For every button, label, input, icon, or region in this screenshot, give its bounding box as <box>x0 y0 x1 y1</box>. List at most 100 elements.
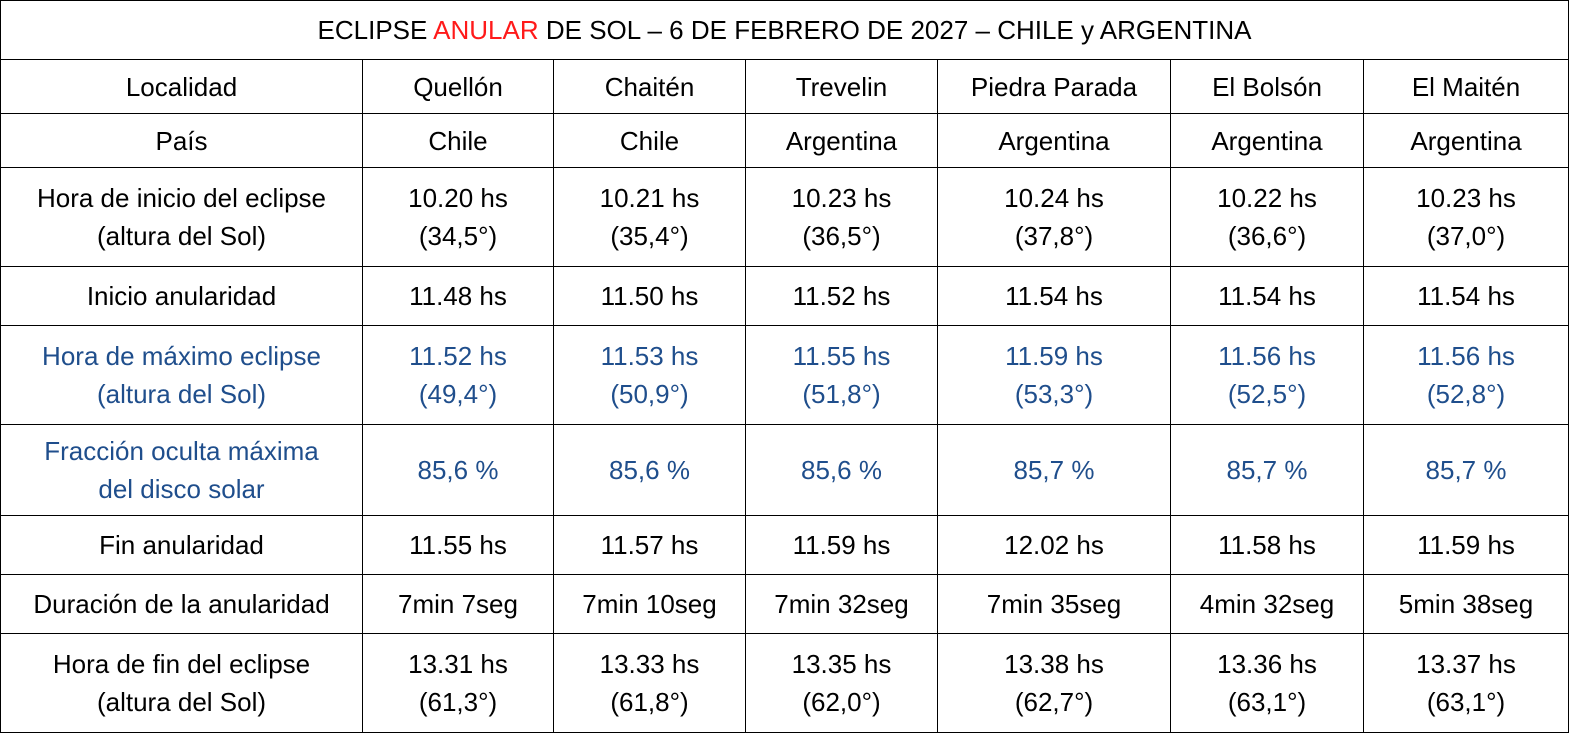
table-cell: 13.31 hs (61,3°) <box>362 633 554 733</box>
row-label-line: Fracción oculta máxima <box>44 436 319 466</box>
table-cell: 10.23 hs (37,0°) <box>1362 167 1570 267</box>
cell-time: 13.31 hs <box>408 649 508 679</box>
column-header-trevelin: Trevelin <box>745 59 938 114</box>
table-cell: 10.24 hs (37,8°) <box>937 167 1171 267</box>
cell-time: 13.37 hs <box>1416 649 1516 679</box>
table-cell: 13.35 hs (62,0°) <box>745 633 938 733</box>
row-label-line: (altura del Sol) <box>96 221 267 251</box>
row-label-pais: País <box>0 113 363 168</box>
table-cell: 11.55 hs <box>362 515 554 575</box>
row-fraccion-oculta: Fracción oculta máxima del disco solar 85… <box>0 424 1570 516</box>
cell-altitude: (51,8°) <box>802 379 881 409</box>
table-cell: 85,6 % <box>362 424 554 516</box>
table-cell: 10.21 hs (35,4°) <box>553 167 746 267</box>
row-label-inicio-anularidad: Inicio anularidad <box>0 266 363 326</box>
table-cell: Argentina <box>745 113 938 168</box>
cell-time: 11.56 hs <box>1417 341 1515 371</box>
cell-altitude: (50,9°) <box>610 379 689 409</box>
table-cell: 12.02 hs <box>937 515 1171 575</box>
header-label: Localidad <box>0 59 363 114</box>
table-cell: 13.38 hs (62,7°) <box>937 633 1171 733</box>
cell-time: 10.22 hs <box>1217 183 1317 213</box>
cell-time: 11.52 hs <box>409 341 507 371</box>
table-title: ECLIPSE ANULAR DE SOL – 6 DE FEBRERO DE … <box>0 0 1570 60</box>
cell-time: 11.56 hs <box>1218 341 1316 371</box>
cell-altitude: (37,8°) <box>1014 221 1094 251</box>
header-row: Localidad Quellón Chaitén Trevelin Piedr… <box>0 59 1570 114</box>
cell-altitude: (63,1°) <box>1227 687 1307 717</box>
row-label-line: del disco solar <box>98 474 265 504</box>
title-part-2: DE SOL – 6 DE FEBRERO DE 2027 – CHILE y … <box>538 15 1252 45</box>
row-duracion-anularidad: Duración de la anularidad 7min 7seg 7min… <box>0 574 1570 634</box>
row-label-line: Hora de fin del eclipse <box>52 649 311 679</box>
cell-time: 10.23 hs <box>1416 183 1516 213</box>
table-cell: 11.57 hs <box>553 515 746 575</box>
row-label-fraccion-oculta: Fracción oculta máxima del disco solar <box>0 424 363 516</box>
row-label-fin-eclipse: Hora de fin del eclipse (altura del Sol) <box>0 633 363 733</box>
column-header-quellon: Quellón <box>362 59 554 114</box>
cell-altitude: (36,5°) <box>802 221 881 251</box>
table-cell: 7min 10seg <box>553 574 746 634</box>
cell-altitude: (34,5°) <box>418 221 498 251</box>
row-label-maximo-eclipse: Hora de máximo eclipse (altura del Sol) <box>0 325 363 425</box>
cell-time: 13.33 hs <box>599 649 700 679</box>
table-cell: 85,6 % <box>553 424 746 516</box>
table-cell: 11.54 hs <box>937 266 1171 326</box>
row-label-inicio-eclipse: Hora de inicio del eclipse (altura del So… <box>0 167 363 267</box>
cell-altitude: (52,8°) <box>1426 379 1506 409</box>
title-highlight: ANULAR <box>433 15 539 45</box>
table-cell: 10.22 hs (36,6°) <box>1170 167 1364 267</box>
table-cell: Argentina <box>1362 113 1570 168</box>
table-cell: 11.55 hs (51,8°) <box>745 325 938 425</box>
table-cell: 7min 7seg <box>362 574 554 634</box>
table-cell: 7min 32seg <box>745 574 938 634</box>
table-cell: 85,6 % <box>745 424 938 516</box>
table-cell: 11.52 hs <box>745 266 938 326</box>
table-cell: 13.37 hs (63,1°) <box>1362 633 1570 733</box>
cell-altitude: (49,4°) <box>418 379 498 409</box>
row-fin-anularidad: Fin anularidad 11.55 hs 11.57 hs 11.59 h… <box>0 515 1570 575</box>
cell-altitude: (62,0°) <box>802 687 881 717</box>
cell-altitude: (37,0°) <box>1426 221 1506 251</box>
column-header-piedra-parada: Piedra Parada <box>937 59 1171 114</box>
table-cell: Chile <box>553 113 746 168</box>
row-label-line: Hora de máximo eclipse <box>42 341 321 371</box>
cell-time: 11.55 hs <box>792 341 891 371</box>
cell-altitude: (63,1°) <box>1426 687 1506 717</box>
cell-time: 10.21 hs <box>599 183 700 213</box>
title-part-1: ECLIPSE <box>317 15 434 45</box>
table-cell: 11.59 hs (53,3°) <box>937 325 1171 425</box>
table-cell: 11.58 hs <box>1170 515 1364 575</box>
cell-altitude: (35,4°) <box>610 221 689 251</box>
column-header-el-bolson: El Bolsón <box>1170 59 1364 114</box>
row-label-line: (altura del Sol) <box>96 687 267 717</box>
table-cell: 11.59 hs <box>1362 515 1570 575</box>
row-label-line: (altura del Sol) <box>96 379 267 409</box>
cell-time: 13.38 hs <box>1004 649 1104 679</box>
column-header-el-maiten: El Maitén <box>1362 59 1570 114</box>
table-cell: Chile <box>362 113 554 168</box>
row-label-fin-anularidad: Fin anularidad <box>0 515 363 575</box>
table-cell: 4min 32seg <box>1170 574 1364 634</box>
cell-altitude: (36,6°) <box>1227 221 1307 251</box>
table-cell: 13.33 hs (61,8°) <box>553 633 746 733</box>
table-cell: 10.20 hs (34,5°) <box>362 167 554 267</box>
cell-altitude: (62,7°) <box>1014 687 1094 717</box>
table-cell: 85,7 % <box>1170 424 1364 516</box>
cell-time: 10.24 hs <box>1004 183 1104 213</box>
table-cell: 11.50 hs <box>553 266 746 326</box>
cell-time: 11.53 hs <box>600 341 699 371</box>
table-cell: 85,7 % <box>1362 424 1570 516</box>
eclipse-table: ECLIPSE ANULAR DE SOL – 6 DE FEBRERO DE … <box>0 0 1570 733</box>
table-cell: 11.54 hs <box>1362 266 1570 326</box>
table-cell: 11.56 hs (52,5°) <box>1170 325 1364 425</box>
row-pais: País Chile Chile Argentina Argentina Arg… <box>0 113 1570 168</box>
cell-altitude: (61,8°) <box>610 687 689 717</box>
title-row: ECLIPSE ANULAR DE SOL – 6 DE FEBRERO DE … <box>0 0 1570 60</box>
cell-time: 11.59 hs <box>1005 341 1103 371</box>
cell-time: 13.35 hs <box>791 649 892 679</box>
cell-time: 10.23 hs <box>791 183 892 213</box>
table-cell: 11.54 hs <box>1170 266 1364 326</box>
table-cell: Argentina <box>937 113 1171 168</box>
cell-altitude: (61,3°) <box>418 687 498 717</box>
